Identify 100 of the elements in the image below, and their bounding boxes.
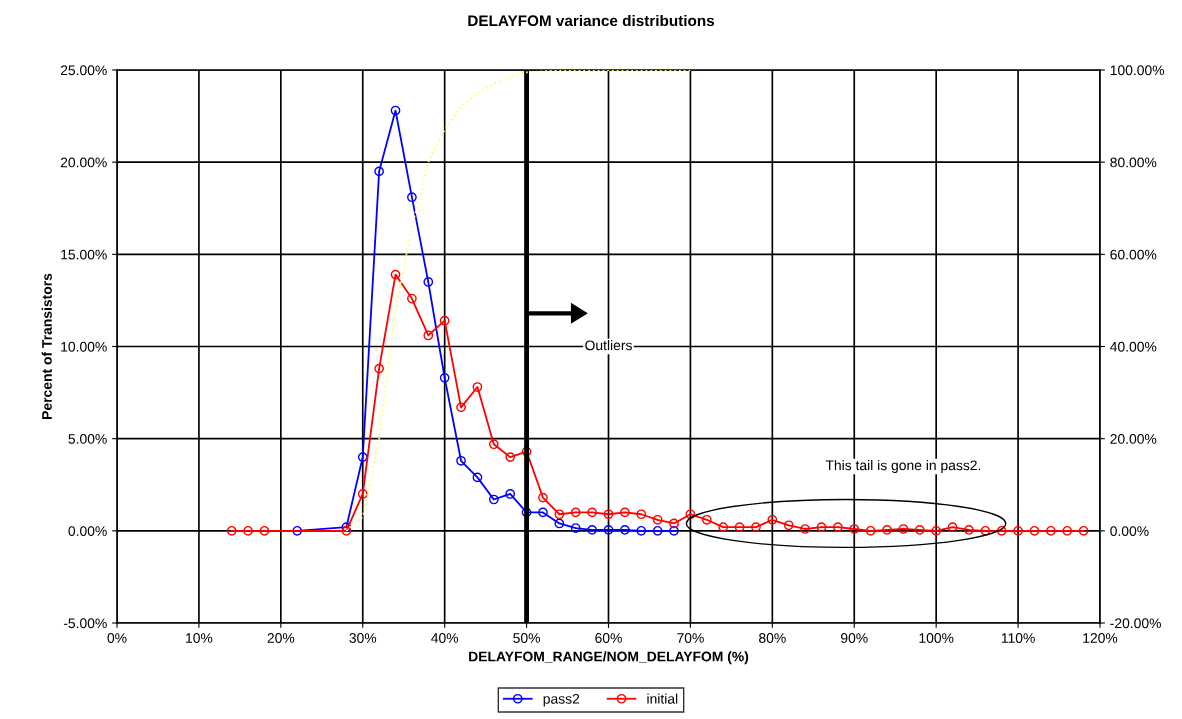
point	[570, 507, 581, 518]
point	[374, 166, 384, 177]
y2-tick-label: 80.00%	[1110, 157, 1157, 168]
point	[357, 452, 368, 462]
point	[980, 525, 991, 536]
x-tick-label: 80%	[759, 633, 786, 643]
point	[603, 525, 614, 535]
point	[259, 525, 270, 536]
point	[505, 489, 516, 499]
point	[488, 439, 499, 450]
point	[636, 509, 647, 520]
point	[554, 509, 565, 520]
point	[800, 524, 810, 534]
x-tick-label: 50%	[513, 633, 540, 643]
legend-label: initial	[647, 693, 678, 704]
point	[292, 525, 303, 536]
legend-label: pass2	[543, 693, 580, 707]
point	[357, 489, 368, 499]
y2-tick-label: -20.00%	[1110, 618, 1161, 629]
point	[1078, 525, 1089, 536]
point	[226, 525, 237, 536]
point	[423, 330, 434, 341]
y-tick-label: 20.00%	[60, 157, 107, 168]
point	[538, 492, 548, 503]
chart-title: DELAYFOM variance distributions	[468, 14, 715, 27]
x-tick-label: 10%	[186, 633, 213, 643]
point	[472, 472, 483, 483]
y-tick-label: 15.00%	[61, 249, 107, 260]
point	[620, 525, 630, 535]
point	[914, 525, 925, 535]
y-tick-label: 10.00%	[61, 341, 107, 352]
point	[407, 293, 417, 304]
point	[620, 507, 630, 518]
point	[1013, 525, 1023, 536]
point	[603, 509, 614, 520]
y-axis-title: Percent of Transistors	[41, 273, 52, 419]
x-tick-label: 90%	[841, 633, 868, 643]
point	[718, 522, 729, 533]
point	[865, 525, 876, 536]
annotation: This tail is gone in pass2.	[825, 460, 981, 473]
point	[833, 522, 843, 533]
point	[964, 525, 974, 535]
point	[505, 452, 516, 462]
point	[636, 525, 647, 536]
y-tick-label: 25.00%	[60, 65, 107, 76]
point	[488, 494, 499, 505]
point	[701, 514, 712, 525]
point	[652, 525, 663, 536]
point	[783, 520, 794, 531]
point	[456, 402, 466, 413]
x-tick-label: 30%	[349, 633, 377, 643]
point	[1045, 525, 1056, 536]
y2-tick-label: 100.00%	[1110, 65, 1165, 76]
point	[390, 105, 401, 116]
point	[587, 525, 597, 535]
point	[554, 518, 565, 529]
point	[587, 507, 597, 518]
y2-tick-label: 20.00%	[1110, 434, 1157, 444]
point	[1029, 525, 1040, 536]
point	[423, 277, 434, 287]
point	[439, 315, 450, 326]
y-tick-label: 5.00%	[68, 434, 107, 444]
point	[407, 192, 417, 203]
point	[652, 514, 663, 525]
point	[390, 269, 401, 280]
y2-tick-label: 0.00%	[1110, 526, 1149, 536]
point	[439, 372, 450, 383]
x-tick-label: 100%	[919, 633, 954, 643]
point	[996, 525, 1007, 536]
point	[816, 522, 827, 533]
x-tick-label: 0%	[107, 633, 127, 643]
point	[931, 525, 942, 536]
point	[882, 525, 892, 535]
point	[898, 524, 909, 534]
point	[243, 525, 253, 536]
x-tick-label: 120%	[1083, 633, 1118, 643]
point	[456, 455, 466, 466]
y2-tick-label: 40.00%	[1110, 341, 1157, 352]
x-tick-label: 70%	[677, 633, 704, 643]
y2-tick-label: 60.00%	[1110, 249, 1157, 260]
x-axis-title: DELAYFOM_RANGE/NOM_DELAYFOM (%)	[469, 651, 749, 665]
x-tick-label: 20%	[267, 633, 295, 643]
x-tick-label: 60%	[595, 633, 622, 643]
y-tick-label: 0.00%	[68, 526, 107, 536]
point	[472, 382, 483, 392]
x-tick-label: 110%	[1001, 633, 1035, 643]
point	[751, 522, 761, 533]
annotation: Outliers	[585, 340, 632, 351]
point	[1062, 525, 1073, 536]
point	[669, 525, 679, 536]
point	[538, 507, 548, 518]
x-tick-label: 40%	[431, 633, 459, 643]
point	[734, 522, 745, 533]
y-tick-label: -5.00%	[63, 618, 107, 629]
point	[669, 518, 679, 529]
point	[947, 522, 958, 533]
point	[570, 523, 581, 533]
point	[374, 363, 384, 374]
point	[767, 514, 778, 525]
point	[685, 509, 696, 520]
